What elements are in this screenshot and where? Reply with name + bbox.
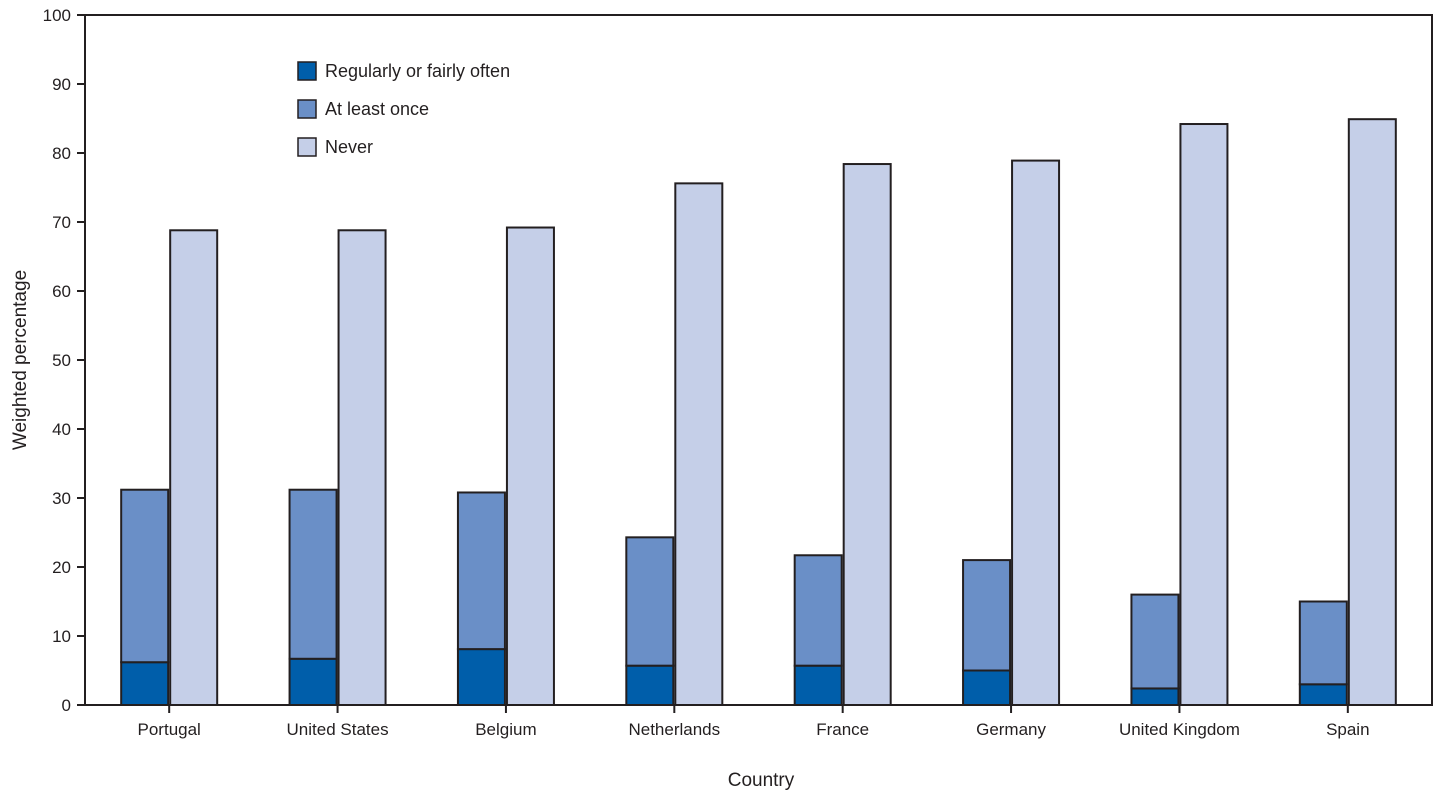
bar-never-spain (1347, 118, 1397, 706)
x-tick-label: France (816, 720, 869, 739)
x-tick-label: Germany (976, 720, 1046, 739)
bar-regularly-or-fairly-often-netherlands (625, 664, 675, 706)
bar-never-united-kingdom (1179, 123, 1229, 706)
plot-frame (84, 14, 1433, 706)
bar-never-france (842, 163, 892, 707)
y-tick-label: 0 (62, 696, 71, 715)
x-tick-label: United Kingdom (1119, 720, 1240, 739)
bar-at-least-once-germany (962, 559, 1012, 672)
x-tick-label: Portugal (138, 720, 201, 739)
bar-never-germany (1011, 159, 1061, 706)
y-tick-label: 90 (52, 75, 71, 94)
x-axis-title: Country (728, 770, 795, 791)
x-tick-label: Spain (1326, 720, 1369, 739)
y-tick-label: 70 (52, 213, 71, 232)
bar-at-least-once-netherlands (625, 536, 675, 667)
bar-never-netherlands (674, 182, 724, 707)
bar-regularly-or-fairly-often-united-states (288, 657, 338, 707)
bar-regularly-or-fairly-often-united-kingdom (1130, 687, 1180, 707)
bar-never-portugal (169, 229, 219, 706)
bar-regularly-or-fairly-often-france (793, 664, 843, 706)
y-tick-label: 20 (52, 558, 71, 577)
y-tick-label: 10 (52, 627, 71, 646)
y-axis-title: Weighted percentage (10, 270, 31, 450)
bar-at-least-once-united-kingdom (1130, 593, 1180, 690)
legend-label: At least once (325, 99, 429, 119)
bars (120, 118, 1397, 707)
bar-at-least-once-belgium (456, 491, 506, 651)
legend-label: Regularly or fairly often (325, 61, 510, 81)
bar-regularly-or-fairly-often-portugal (120, 661, 170, 706)
x-tick-label: United States (287, 720, 389, 739)
x-tick-label: Netherlands (628, 720, 720, 739)
bar-at-least-once-spain (1298, 600, 1348, 686)
bar-regularly-or-fairly-often-belgium (456, 648, 506, 706)
y-tick-label: 100 (43, 6, 71, 25)
bar-regularly-or-fairly-often-germany (962, 669, 1012, 706)
legend: Regularly or fairly often At least once Ne… (297, 61, 510, 157)
y-tick-label: 40 (52, 420, 71, 439)
bar-never-belgium (505, 226, 555, 707)
bar-at-least-once-united-states (288, 488, 338, 660)
bar-at-least-once-portugal (120, 488, 170, 664)
x-tick-label: Belgium (475, 720, 536, 739)
y-tick-label: 60 (52, 282, 71, 301)
legend-swatch (297, 137, 317, 157)
plot-area (84, 14, 1433, 706)
y-tick-label: 50 (52, 351, 71, 370)
y-tick-label: 30 (52, 489, 71, 508)
bar-never-united-states (337, 229, 387, 706)
y-tick-label: 80 (52, 144, 71, 163)
bar-at-least-once-france (793, 554, 843, 667)
legend-swatch (297, 61, 317, 81)
bar-regularly-or-fairly-often-spain (1298, 683, 1348, 706)
axes: 0 10 20 30 40 50 60 70 80 90 100 Portugal United Sta… (43, 6, 1370, 739)
legend-swatch (297, 99, 317, 119)
legend-label: Never (325, 137, 373, 157)
